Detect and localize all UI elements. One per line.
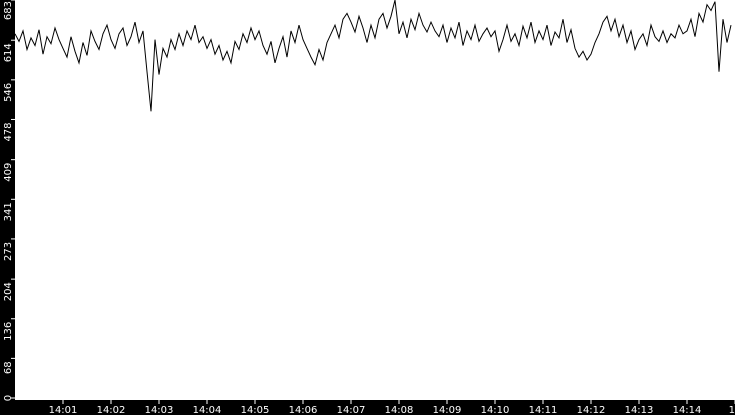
- x-tick-label: 14:01: [49, 405, 78, 415]
- y-tick-label: 409: [3, 163, 14, 182]
- y-tick-label: 341: [3, 202, 14, 221]
- x-tick-label: 14:10: [481, 405, 510, 415]
- y-tick-label: 136: [3, 322, 14, 341]
- series-line: [14, 0, 732, 112]
- y-tick-label: 478: [3, 122, 14, 141]
- y-tick-label: 273: [3, 242, 14, 261]
- x-tick-label: 14:13: [625, 405, 654, 415]
- y-tick-label: 68: [3, 361, 14, 374]
- y-tick-label: 546: [3, 83, 14, 102]
- x-tick-label: 14:03: [145, 405, 174, 415]
- x-tick-label: 14:08: [385, 405, 414, 415]
- x-tick-label: 14:11: [529, 405, 558, 415]
- x-tick-label: 14:12: [577, 405, 606, 415]
- y-tick-label: 204: [3, 282, 14, 301]
- y-axis: 0 68 136 204 273 341 409 478 546 614 683: [3, 0, 15, 401]
- x-tick-label: 14:09: [433, 405, 462, 415]
- x-tick-label: 14:05: [241, 405, 270, 415]
- x-tick-label: 14:06: [289, 405, 318, 415]
- y-axis-strip: [0, 0, 15, 415]
- y-tick-label: 614: [3, 43, 14, 62]
- y-tick-label: 683: [3, 1, 14, 20]
- x-tick-label: 14:14: [673, 405, 702, 415]
- x-tick-label: 14:07: [337, 405, 366, 415]
- x-tick-label: 14:02: [97, 405, 126, 415]
- y-tick-label: 0: [3, 395, 14, 401]
- x-axis: 14:01 14:02 14:03 14:04 14:05 14:06 14:07 14:08…: [49, 400, 735, 415]
- x-tick-label: 14:04: [193, 405, 222, 415]
- x-tick-label: 14: [729, 405, 735, 415]
- x-axis-strip: [0, 400, 735, 415]
